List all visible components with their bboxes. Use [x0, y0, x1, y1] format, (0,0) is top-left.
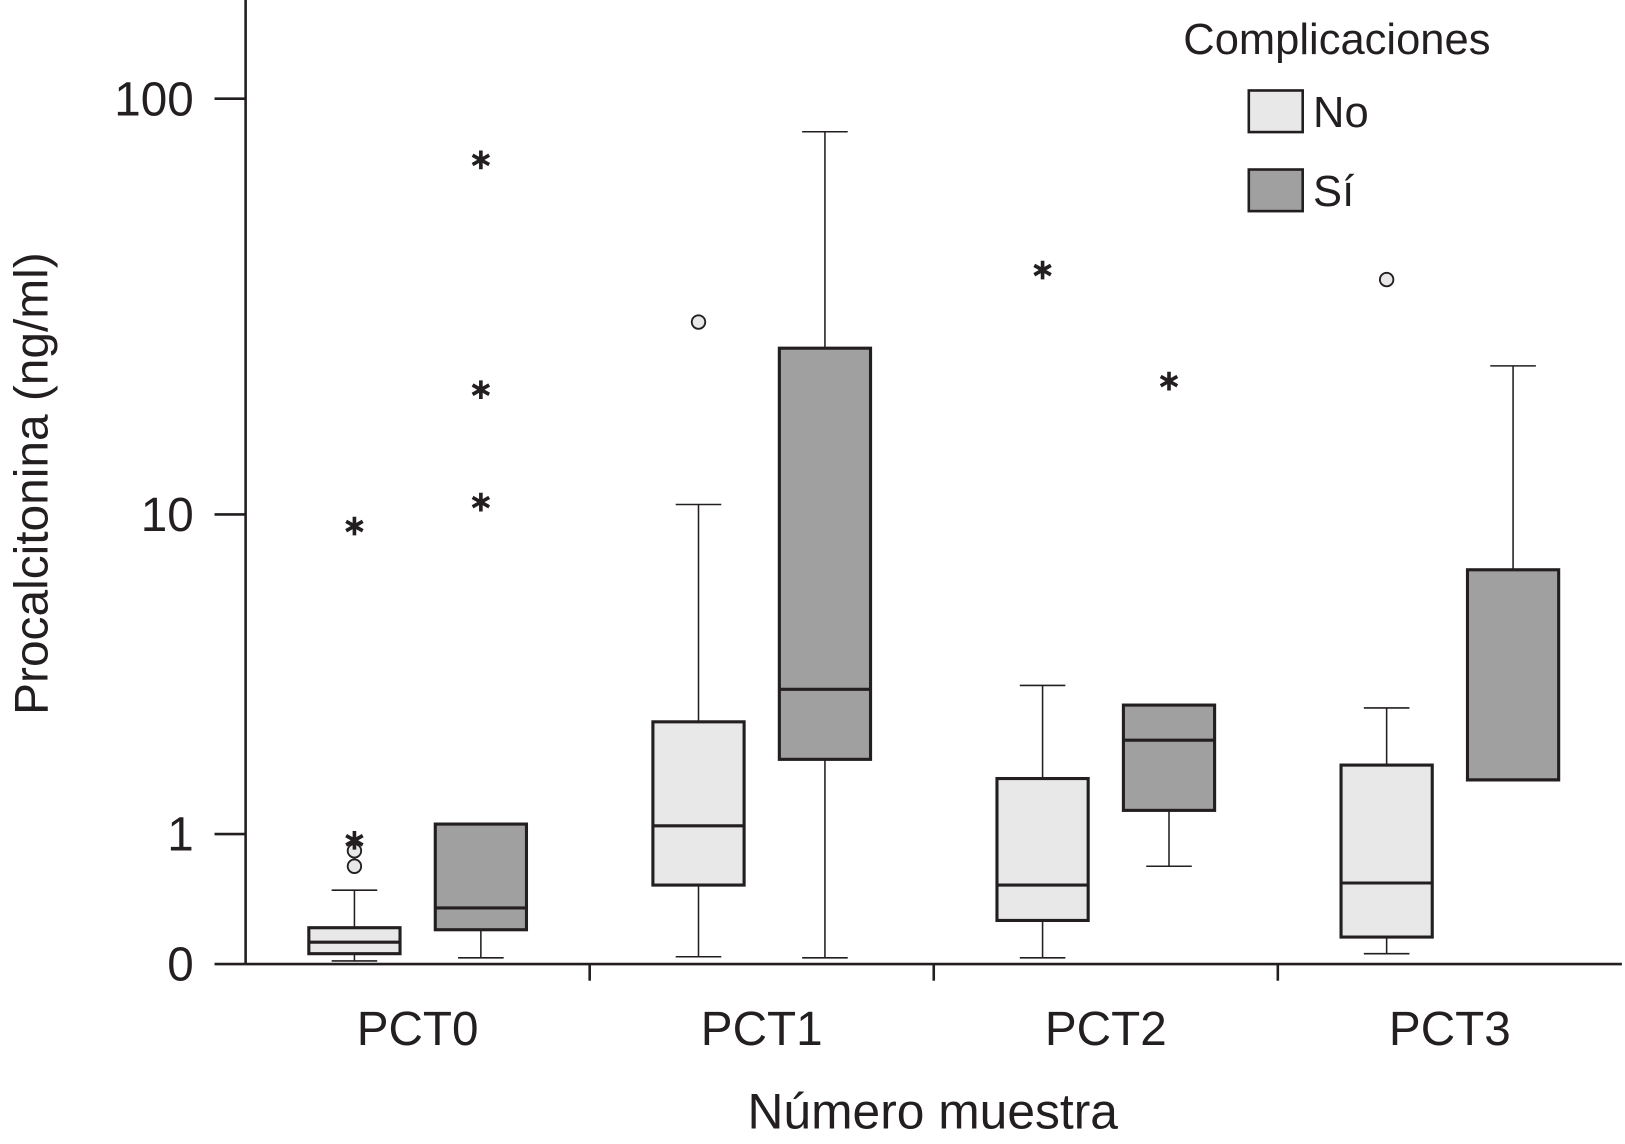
legend-swatch: [1247, 168, 1304, 213]
extreme: [345, 516, 364, 536]
extreme: [471, 150, 491, 170]
x-tick-label: PCT0: [357, 1003, 479, 1056]
extreme: [345, 830, 364, 850]
box: [995, 776, 1090, 923]
legend-swatch: [1247, 89, 1304, 134]
box: [777, 346, 873, 761]
x-tick-label: PCT2: [1045, 1003, 1167, 1056]
y-tick-label: 0: [167, 939, 194, 992]
x-axis-label: Número muestra: [748, 1083, 1119, 1139]
outlier: [346, 858, 363, 874]
extreme: [471, 492, 491, 512]
box: [651, 720, 746, 887]
extreme: [1159, 371, 1179, 391]
legend-label: No: [1313, 89, 1369, 137]
box: [1121, 703, 1217, 812]
extreme: [471, 380, 491, 400]
outlier: [690, 314, 707, 330]
y-axis-label: Procalcitonina (ng/ml): [6, 252, 59, 715]
x-tick-label: PCT3: [1389, 1003, 1511, 1056]
extreme: [1033, 260, 1052, 280]
box: [433, 822, 529, 932]
legend-title: Complicaciones: [1183, 16, 1490, 64]
legend-label: Sí: [1313, 168, 1354, 216]
y-tick-label: 1: [167, 809, 194, 862]
box: [1339, 763, 1434, 939]
y-tick-label: 100: [114, 73, 194, 126]
x-tick-label: PCT1: [701, 1003, 823, 1056]
box: [1465, 568, 1561, 782]
outlier: [1378, 271, 1395, 288]
y-tick-label: 10: [141, 489, 194, 542]
